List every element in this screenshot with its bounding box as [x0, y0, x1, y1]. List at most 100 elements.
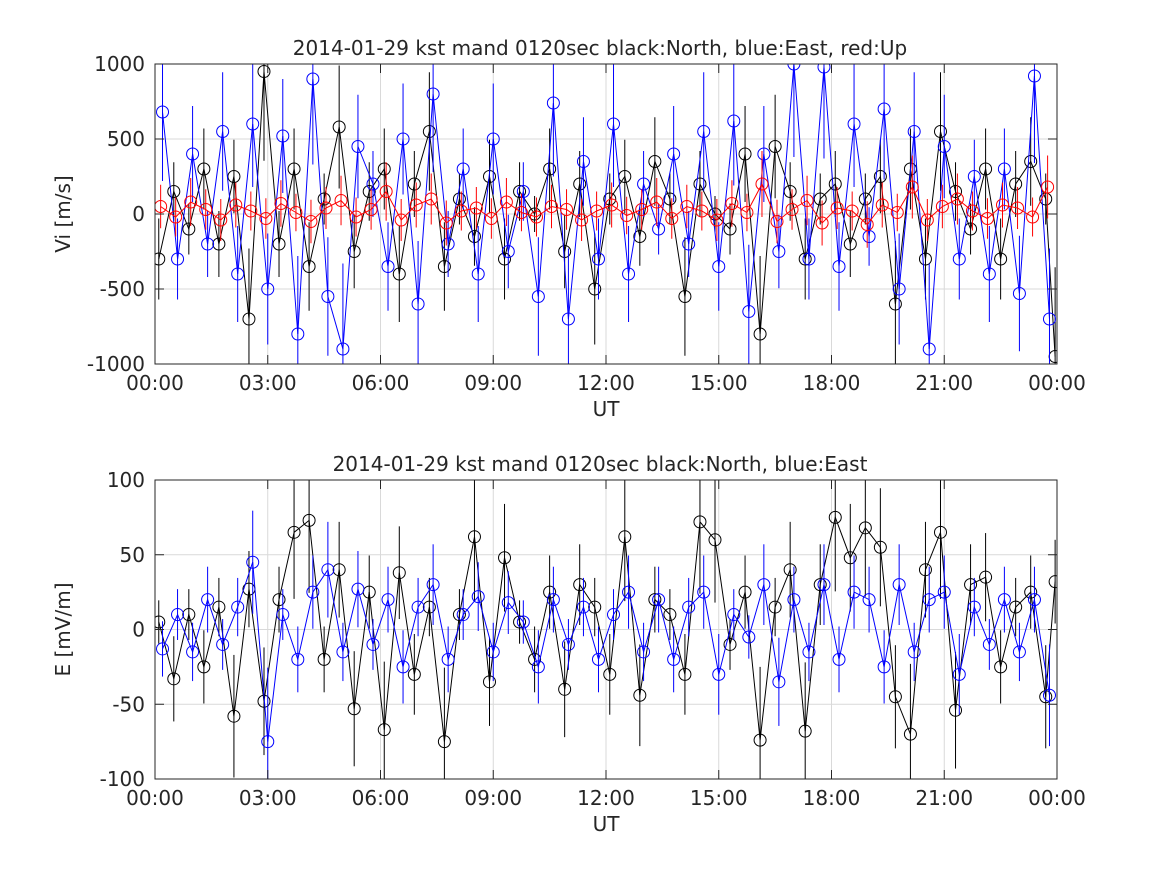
data-point	[727, 608, 741, 622]
data-point	[1024, 155, 1038, 168]
data-point	[1009, 177, 1023, 191]
data-point	[513, 615, 527, 629]
data-point	[212, 237, 226, 251]
series-layer	[155, 480, 1057, 779]
data-point	[182, 608, 196, 622]
data-point	[832, 260, 846, 273]
data-point	[156, 642, 170, 656]
data-point	[994, 252, 1008, 266]
data-point	[349, 210, 363, 224]
data-point	[933, 525, 947, 539]
data-point	[635, 203, 649, 216]
data-point	[558, 682, 572, 696]
data-point	[591, 252, 605, 266]
data-point	[618, 530, 632, 544]
data-point	[543, 585, 557, 599]
data-point	[156, 105, 170, 119]
data-point	[620, 209, 634, 222]
data-point	[379, 185, 393, 198]
data-point	[693, 515, 707, 529]
data-point	[155, 252, 166, 266]
data-point	[847, 117, 861, 131]
data-point	[768, 140, 782, 153]
data-point	[712, 667, 726, 681]
data-point	[1026, 210, 1040, 224]
data-point	[1042, 312, 1056, 326]
data-point	[710, 213, 724, 227]
data-point	[216, 637, 230, 651]
data-point	[422, 125, 436, 138]
data-point	[244, 204, 258, 218]
data-point	[1024, 585, 1038, 599]
x-tick-label: 00:00	[126, 371, 184, 395]
data-point	[757, 147, 771, 161]
data-point	[845, 204, 859, 218]
data-point	[979, 570, 993, 584]
data-point	[907, 645, 921, 659]
data-point	[708, 207, 722, 221]
data-point	[291, 327, 305, 341]
bottom-panel: 00:00 03:00 06:00 09:00 12:00 15:00 18:00 21:00…	[51, 452, 1086, 836]
data-point	[982, 267, 996, 281]
data-point	[918, 563, 932, 577]
data-point	[516, 185, 530, 198]
data-point	[498, 551, 512, 565]
data-point	[873, 170, 887, 183]
y-axis-label: E [mV/m]	[51, 583, 75, 677]
data-point	[753, 733, 767, 747]
data-point	[757, 578, 771, 592]
data-point	[949, 185, 963, 198]
data-point	[860, 218, 874, 231]
series-2	[155, 151, 1055, 248]
data-point	[753, 327, 767, 341]
data-point	[426, 87, 440, 101]
data-point	[768, 600, 782, 614]
data-point	[272, 593, 286, 607]
data-point	[411, 600, 425, 614]
data-point	[982, 637, 996, 651]
data-point	[693, 177, 707, 191]
tick-marks	[154, 63, 1058, 365]
x-tick-label: 03:00	[239, 371, 297, 395]
data-point	[259, 212, 273, 225]
data-point	[561, 637, 575, 651]
data-point	[873, 540, 887, 554]
data-point	[922, 342, 936, 356]
data-point	[667, 147, 681, 161]
data-point	[482, 675, 496, 689]
data-point	[214, 213, 228, 227]
x-tick-label: 12:00	[577, 371, 635, 395]
data-point	[877, 660, 891, 674]
x-tick-label: 00:00	[1028, 786, 1086, 810]
data-point	[800, 194, 814, 207]
data-point	[935, 200, 949, 213]
series-line	[162, 562, 1050, 742]
data-point	[994, 660, 1008, 674]
data-point	[798, 252, 812, 266]
data-point	[561, 312, 575, 326]
data-point	[531, 290, 545, 303]
data-point	[467, 530, 481, 544]
data-point	[231, 600, 245, 614]
data-point	[351, 582, 365, 596]
data-point	[377, 723, 391, 737]
data-point	[682, 237, 696, 251]
data-point	[650, 195, 664, 209]
data-point	[1012, 287, 1026, 300]
data-point	[742, 305, 756, 318]
x-tick-label: 09:00	[464, 371, 522, 395]
data-point	[409, 198, 423, 212]
data-point	[471, 590, 485, 604]
data-point	[1012, 645, 1026, 659]
data-point	[499, 195, 513, 209]
data-point	[336, 645, 350, 659]
top-panel: 00:00 03:00 06:00 09:00 12:00 15:00 18:00 21:00…	[51, 36, 1086, 421]
data-point	[892, 578, 906, 592]
data-point	[903, 727, 917, 741]
data-point	[347, 245, 361, 258]
data-point	[892, 282, 906, 296]
data-point	[242, 312, 256, 326]
data-point	[918, 252, 932, 266]
data-point	[742, 630, 756, 644]
data-point	[167, 185, 181, 198]
